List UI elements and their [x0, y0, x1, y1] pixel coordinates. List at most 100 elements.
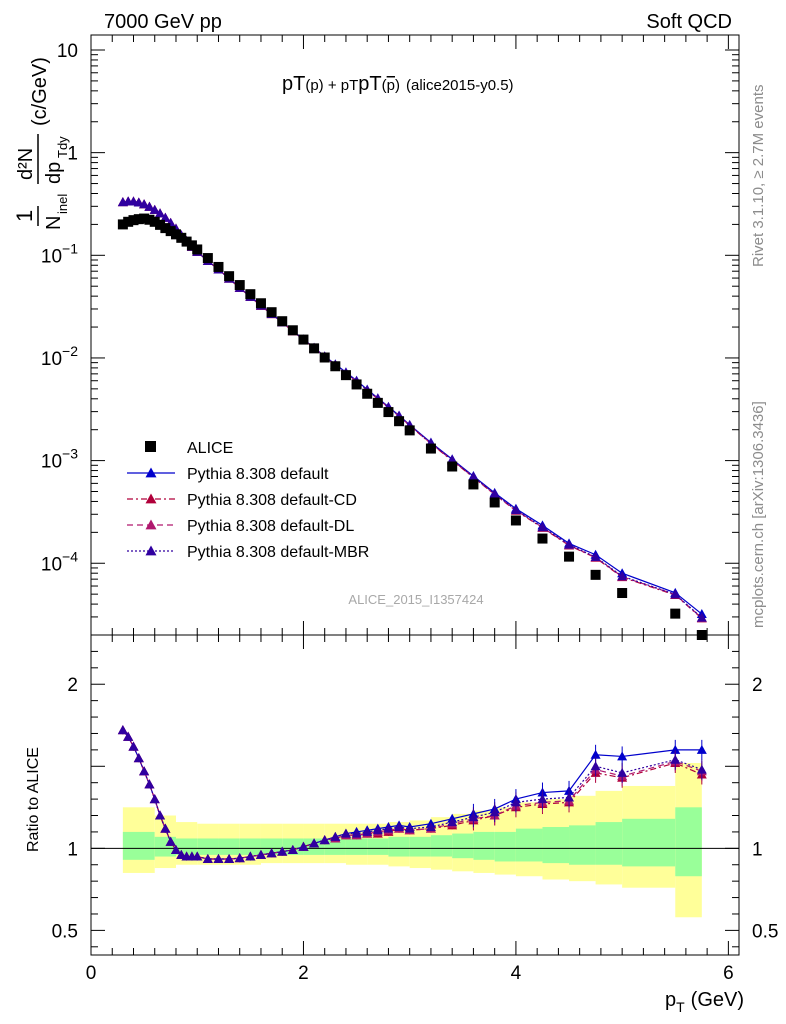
y-axis-ratio-title: Ratio to ALICE	[25, 747, 42, 852]
ratio-point-triangle	[123, 731, 134, 741]
ratio-point-triangle	[617, 751, 628, 761]
data-point-square	[277, 316, 288, 327]
y-tick-label: 10−3	[41, 446, 78, 473]
ratio-point-triangle	[489, 807, 500, 817]
data-point-square	[186, 240, 197, 251]
y-tick-label-right: 2	[752, 675, 763, 696]
data-point-square	[128, 215, 139, 226]
ratio-point-triangle	[590, 749, 601, 759]
data-point-square	[564, 551, 575, 562]
ratio-plot-frame	[90, 634, 740, 956]
data-point-square	[617, 588, 628, 599]
data-point-square	[372, 397, 383, 408]
y-tick-label: 1	[67, 144, 78, 165]
legend-marker-triangle	[145, 493, 157, 504]
yaxis-den-sub: inel	[55, 194, 70, 214]
ratio-point-triangle	[362, 826, 373, 836]
ratio-point-triangle	[372, 825, 383, 835]
header-left: 7000 GeV pp	[104, 11, 222, 33]
ratio-point-triangle	[404, 823, 415, 833]
data-point-square	[537, 533, 548, 544]
y-tick-label: 2	[67, 675, 78, 696]
data-point-square	[362, 388, 373, 399]
stat-band	[409, 836, 431, 857]
ratio-point-triangle	[277, 846, 288, 856]
data-point-square	[266, 307, 277, 318]
stat-band	[675, 807, 702, 877]
data-point-triangle	[447, 454, 458, 464]
stat-band	[515, 828, 543, 862]
ratio-point-triangle	[383, 823, 394, 833]
stat-band	[430, 835, 453, 857]
data-point-square	[468, 479, 479, 490]
xaxis-label: p	[665, 989, 676, 1011]
ratio-point-triangle	[510, 797, 521, 807]
legend-marker-alice	[145, 441, 156, 452]
title-pt2: pT	[358, 73, 381, 95]
legend-label: ALICE	[187, 440, 233, 457]
stat-band	[324, 838, 346, 855]
ratio-point-triangle	[165, 836, 176, 846]
title-tag: (alice2015-y0.5)	[406, 77, 514, 94]
data-point-square	[425, 443, 436, 454]
axes-ticks: 0 2 4 6 10 1 10−1 10−2 10−3 10−4 0.5 0.5 1 1 2 2	[41, 35, 778, 984]
data-point-square	[670, 608, 681, 619]
ratio-point-triangle	[468, 812, 479, 822]
data-point-square	[245, 289, 256, 300]
title-p2: (	[382, 77, 387, 94]
legend-marker-triangle	[145, 519, 157, 530]
legend-marker-triangle	[145, 467, 157, 478]
data-point-triangle	[696, 612, 707, 622]
stat-band	[569, 825, 596, 865]
data-point-square	[340, 370, 351, 381]
data-point-triangle	[468, 471, 479, 481]
ratio-point-triangle	[590, 761, 601, 771]
ratio-point-triangle	[696, 744, 707, 754]
ratio-point-triangle	[170, 844, 181, 854]
data-point-square	[133, 214, 144, 225]
ratio-point-triangle	[287, 844, 298, 854]
y-tick-label-right: 0.5	[752, 921, 778, 942]
legend-label: Pythia 8.308 default	[187, 466, 329, 483]
title-p1: (p)	[305, 77, 323, 94]
y-axis-main-title: 1 N inel d²N dp Tdy (c/GeV)	[12, 57, 70, 230]
data-point-square	[383, 407, 394, 418]
data-point-square	[319, 352, 330, 363]
legend-label: Pythia 8.308 default-MBR	[187, 544, 369, 561]
stat-band	[494, 831, 516, 862]
ratio-point-triangle	[670, 744, 681, 754]
ratio-point-triangle	[224, 854, 235, 863]
stat-band	[622, 818, 676, 867]
ratio-point-triangle	[128, 741, 139, 751]
title-plus: + pT	[324, 77, 359, 94]
data-point-square	[447, 461, 458, 472]
ratio-point-triangle	[298, 841, 309, 851]
data-point-square	[139, 213, 150, 224]
ratio-point-triangle	[192, 851, 203, 861]
ratio-point-triangle	[117, 725, 128, 735]
data-point-square	[202, 253, 213, 264]
stat-band	[473, 831, 495, 860]
x-axis-title: pT (GeV)	[665, 989, 744, 1015]
ratio-point-triangle	[255, 849, 266, 859]
data-point-triangle	[670, 589, 681, 599]
ratio-point-triangle	[670, 754, 681, 764]
header-right: Soft QCD	[646, 11, 732, 33]
stat-band	[260, 838, 283, 855]
data-point-square	[394, 416, 405, 427]
data-point-triangle	[617, 571, 628, 581]
ratio-point-triangle	[617, 767, 628, 777]
ratio-bands	[91, 763, 739, 918]
yaxis-den-mid: dp	[43, 162, 65, 184]
title-p3: )	[395, 77, 400, 94]
data-point-square	[298, 334, 309, 345]
stat-band	[542, 827, 570, 864]
stat-band	[345, 838, 368, 855]
ratio-point-triangle	[245, 851, 256, 861]
ratio-point-triangle	[564, 792, 575, 802]
yaxis-den-pre: N	[43, 216, 65, 230]
x-tick-label: 6	[723, 963, 734, 984]
stat-band	[218, 838, 240, 855]
data-point-square	[176, 232, 187, 243]
y-tick-label: 10−1	[41, 240, 78, 267]
